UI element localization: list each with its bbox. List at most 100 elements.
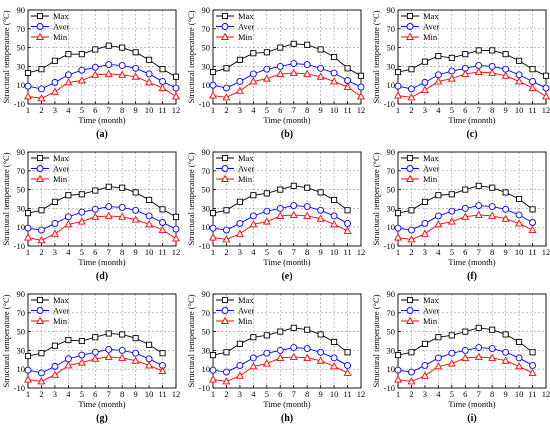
data-point [475, 47, 482, 54]
data-point [394, 82, 402, 90]
x-tick-label: 4 [436, 247, 441, 257]
panel-caption: (c) [466, 129, 477, 140]
y-tick-label: -10 [199, 99, 210, 109]
data-point [51, 78, 59, 86]
data-point [489, 47, 496, 54]
legend-marker [36, 32, 44, 40]
x-tick-label: 6 [278, 247, 282, 257]
data-point [65, 192, 72, 199]
data-point [92, 334, 99, 341]
x-tick-label: 8 [305, 247, 309, 257]
data-point [222, 235, 231, 243]
data-point [209, 375, 217, 383]
y-tick-label: 10 [387, 80, 396, 90]
x-tick-label: 3 [53, 105, 57, 115]
legend-item: Aver [216, 22, 255, 32]
data-point [249, 354, 257, 362]
data-point [447, 74, 456, 82]
data-point [408, 85, 415, 93]
data-point [420, 229, 429, 237]
y-tick-label: 90 [202, 5, 211, 15]
data-point [515, 211, 523, 219]
data-point [38, 369, 45, 377]
data-point [277, 44, 284, 51]
legend-label: Aver [238, 306, 255, 316]
data-point [344, 219, 351, 227]
data-point [209, 210, 217, 217]
data-point [394, 224, 402, 232]
y-tick-label: 30 [17, 61, 26, 71]
x-tick-label: 8 [120, 247, 124, 257]
legend-marker [36, 23, 44, 30]
data-point [38, 350, 45, 357]
x-tick-label: 7 [292, 105, 296, 115]
x-tick-label: 2 [224, 389, 228, 399]
data-point [249, 362, 258, 370]
series-max [24, 42, 180, 80]
legend-marker [221, 296, 229, 304]
data-point [489, 184, 496, 191]
data-point [344, 77, 351, 84]
data-point [488, 68, 497, 76]
data-point [172, 84, 180, 92]
data-point [461, 204, 469, 212]
data-point [447, 359, 456, 367]
data-point [24, 69, 32, 77]
data-point [159, 77, 166, 85]
data-point [488, 353, 497, 361]
legend-marker [406, 296, 414, 304]
data-point [24, 210, 32, 217]
data-point [448, 349, 456, 357]
series-min [209, 352, 352, 385]
gridlines [398, 294, 546, 388]
gridlines [213, 294, 361, 388]
y-tick-label: 70 [202, 166, 211, 176]
data-point [462, 328, 469, 335]
data-point [330, 69, 338, 77]
x-tick-label: 5 [80, 389, 84, 399]
data-point [317, 46, 324, 53]
legend-label: Aver [53, 306, 70, 316]
y-axis-label: Structural temperature (°C) [371, 152, 381, 245]
series-aver [394, 202, 536, 234]
y-axis-label: Structural temperature (°C) [371, 10, 381, 103]
x-tick-label: 3 [53, 247, 57, 257]
data-point [408, 226, 415, 234]
data-point [344, 349, 351, 356]
gridlines [398, 10, 546, 104]
data-point [277, 186, 284, 193]
legend-item: Aver [401, 164, 440, 174]
plot-frame [397, 293, 547, 389]
series-max [394, 47, 550, 79]
data-point [421, 78, 429, 86]
data-point [119, 44, 126, 51]
x-tick-label: 11 [158, 105, 166, 115]
data-point [448, 54, 455, 61]
data-point [434, 77, 443, 85]
data-point [78, 351, 86, 359]
panel-caption: (g) [96, 413, 108, 424]
data-point [105, 61, 113, 68]
y-tick-label: -10 [14, 383, 25, 393]
y-tick-label: 50 [17, 43, 26, 53]
legend-marker [406, 23, 414, 30]
data-point [316, 214, 325, 222]
x-tick-label: 4 [66, 389, 71, 399]
data-point [502, 348, 510, 356]
data-point [263, 349, 271, 357]
x-tick-label: 5 [265, 247, 269, 257]
legend-label: Min [238, 316, 253, 326]
legend-item: Min [31, 32, 68, 42]
data-point [236, 77, 244, 85]
panel-caption: (h) [281, 413, 293, 424]
data-point [172, 92, 180, 100]
data-point [78, 66, 86, 74]
data-point [209, 68, 217, 76]
data-point [118, 346, 126, 354]
y-tick-label: 70 [387, 308, 396, 318]
data-point [91, 212, 100, 220]
